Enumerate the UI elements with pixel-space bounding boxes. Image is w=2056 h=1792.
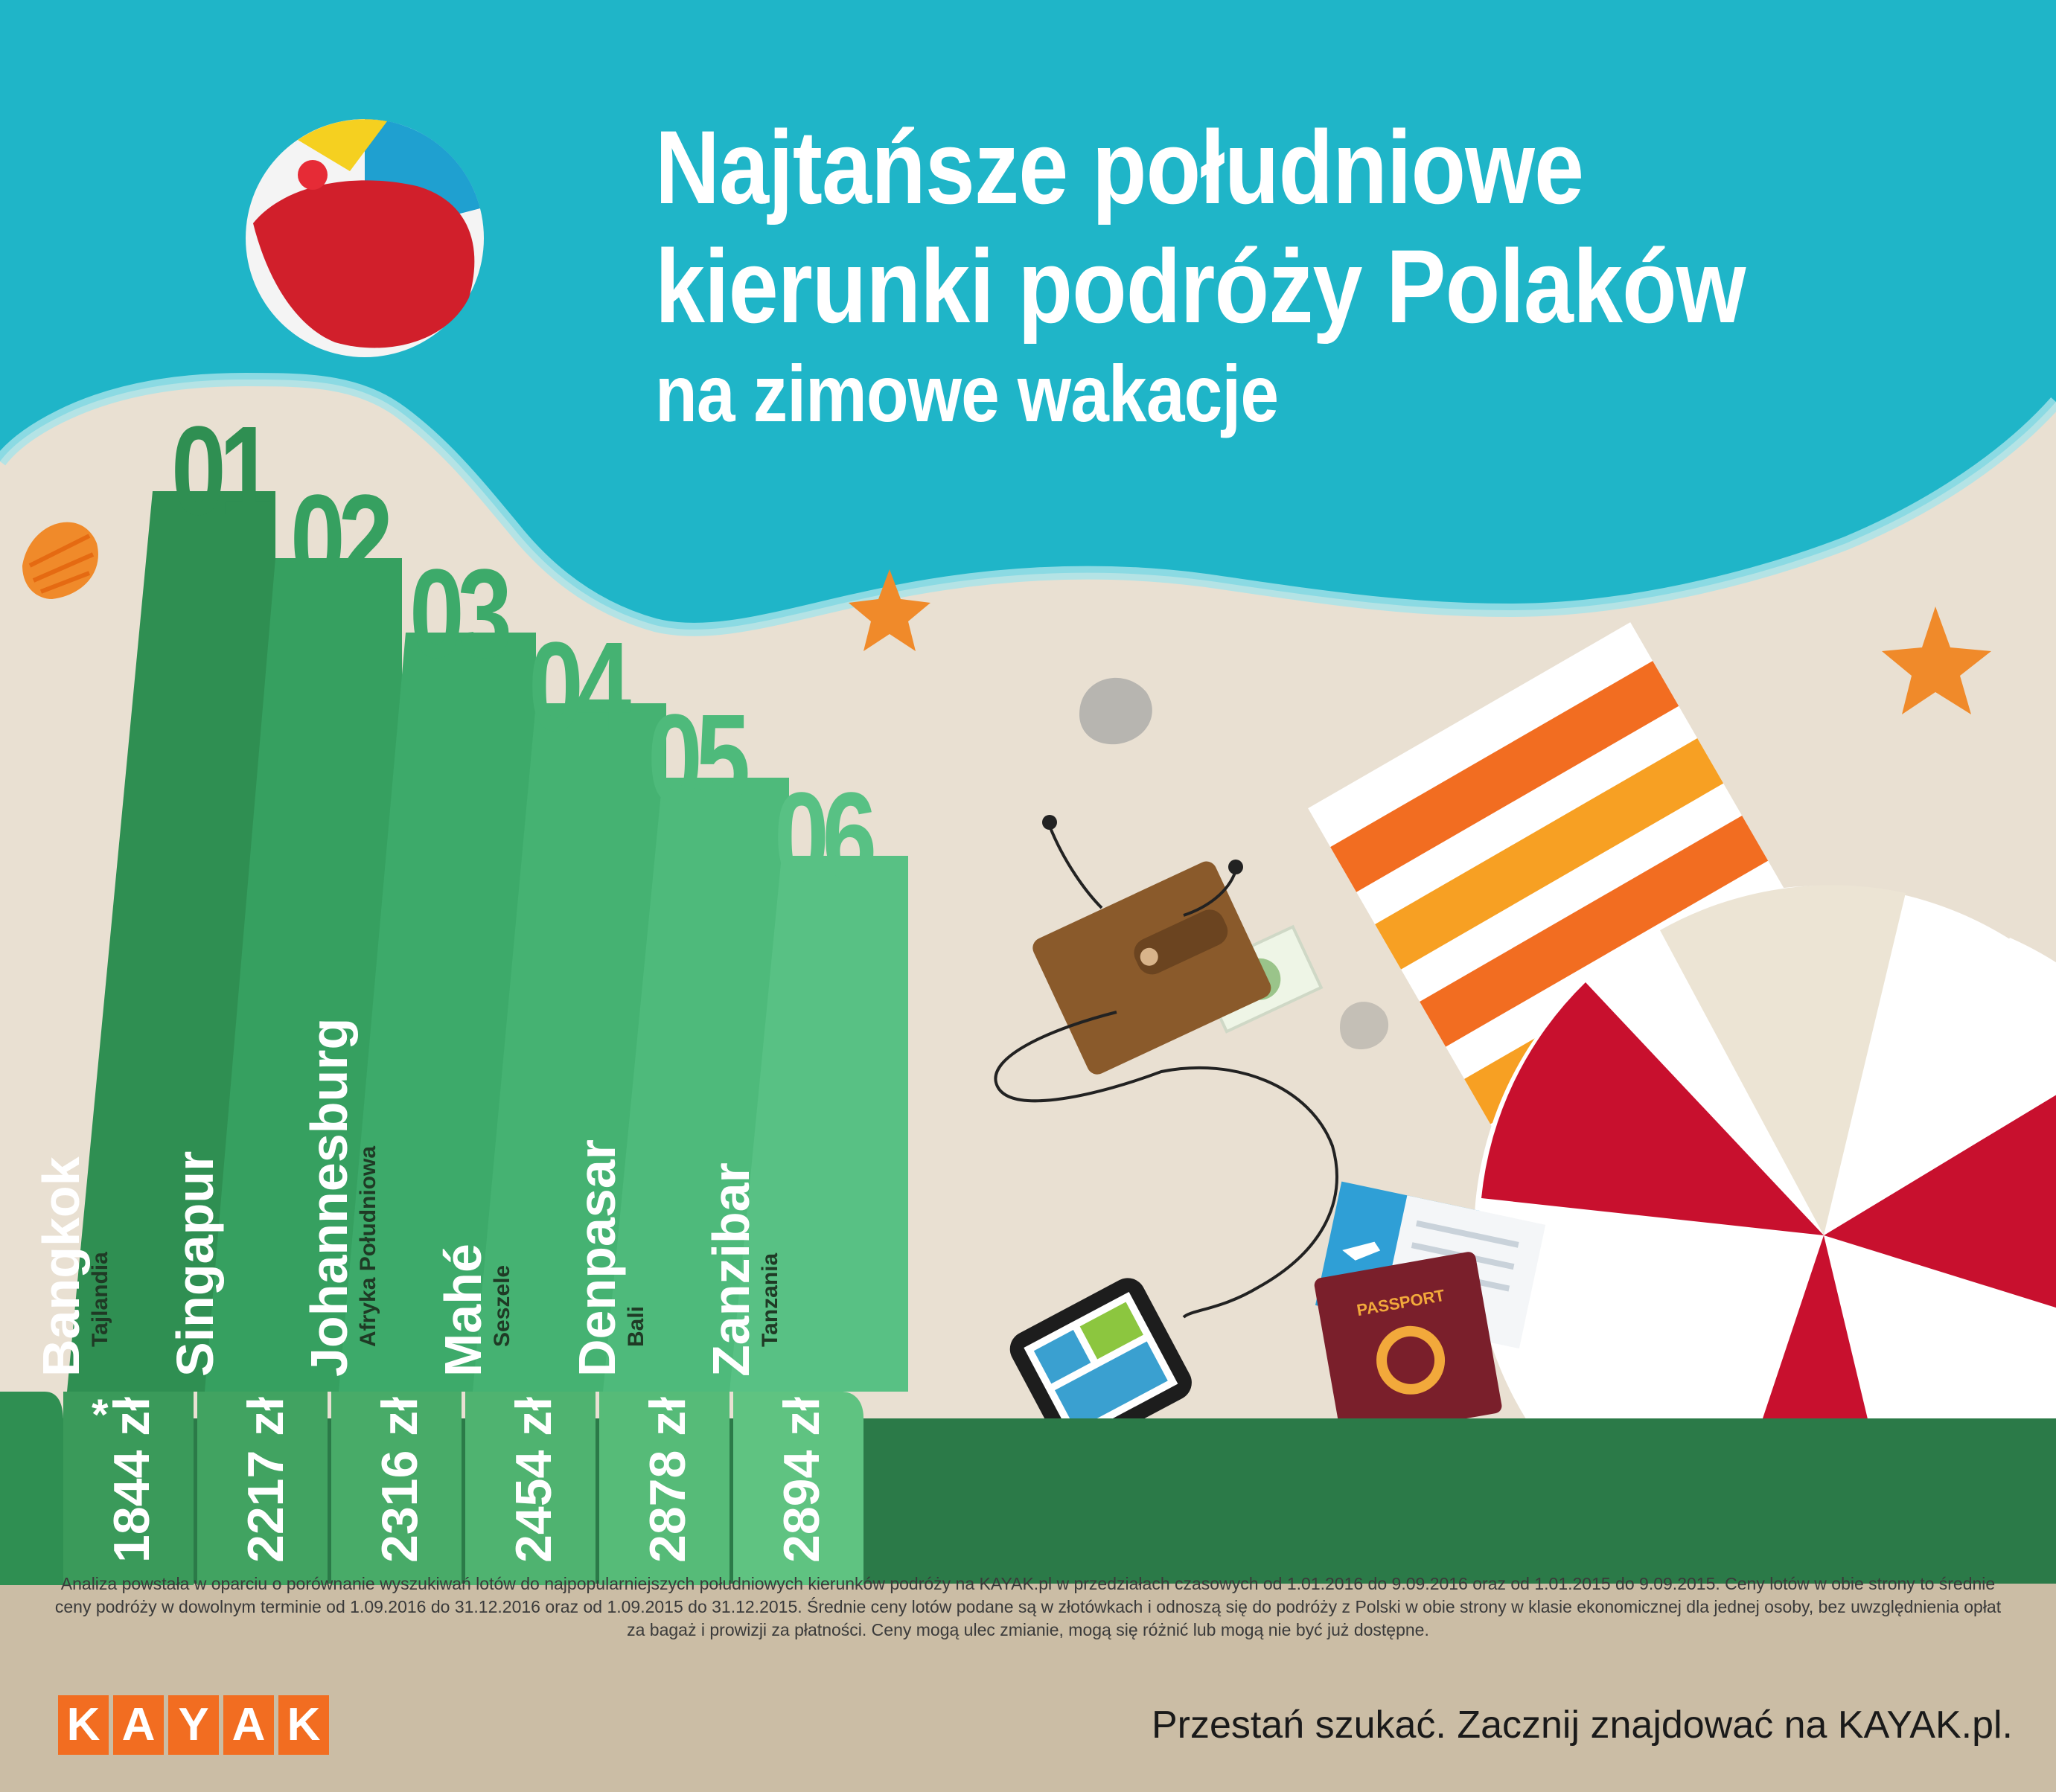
price-tabs (0, 1392, 863, 1585)
country-name: Bali (624, 1305, 648, 1347)
rank-number: 03 (409, 543, 512, 685)
title-line-1: Najtańsze południowe (655, 109, 1584, 225)
wallet-icon (1032, 861, 1324, 1075)
city-name: Denpasar (568, 1139, 626, 1377)
destination-label: Singapur (166, 1151, 224, 1377)
logo-letter: A (223, 1695, 274, 1755)
destination-label: Johannesburg Afryka Południowa (300, 1017, 380, 1377)
city-name: Johannesburg (300, 1017, 358, 1377)
logo-letter: Y (168, 1695, 219, 1755)
rank-number: 05 (648, 688, 750, 830)
destination-label: Bangkok Tajlandia (32, 1156, 112, 1377)
tagline: Przestań szukać. Zacznij znajdować na KA… (1151, 1703, 2013, 1747)
city-name: Zanzibar (702, 1162, 760, 1377)
price-label: 1844 zł (103, 1396, 160, 1563)
title-line-2: kierunki podróży Polaków (655, 228, 1746, 345)
country-name: Tajlandia (88, 1252, 112, 1347)
title-line-3: na zimowe wakacje (655, 348, 1279, 438)
page-title: Najtańsze południowe kierunki podróży Po… (655, 108, 1923, 441)
passport-icon (1314, 1252, 1502, 1439)
city-name: Bangkok (32, 1156, 90, 1377)
country-name: Tanzania (758, 1252, 782, 1347)
logo-letter: K (58, 1695, 109, 1755)
price-label: 2894 zł (773, 1396, 830, 1563)
rank-number: 06 (774, 767, 877, 908)
price-label: 2878 zł (639, 1396, 696, 1563)
earphones-icon (994, 825, 1338, 1319)
country-name: Afryka Południowa (356, 1145, 380, 1347)
kayak-logo[interactable]: K A Y A K (58, 1695, 329, 1755)
city-name: Mahé (434, 1244, 492, 1377)
destination-label: Denpasar Bali (568, 1139, 648, 1377)
city-name: Singapur (166, 1151, 224, 1377)
rank-number: 02 (290, 469, 393, 610)
beach-umbrella (1474, 885, 2056, 1588)
rank-number: 04 (529, 616, 631, 758)
seashell-icon (22, 522, 98, 599)
sea (0, 0, 2056, 630)
destination-label: Zanzibar Tanzania (702, 1162, 782, 1377)
starfish-icon (849, 569, 930, 651)
beach-ball-icon (246, 118, 484, 357)
destination-label: Mahé Seszele (434, 1244, 514, 1377)
starfish-icon (1882, 607, 1991, 714)
logo-letter: A (113, 1695, 164, 1755)
price-label: 2454 zł (505, 1396, 562, 1563)
price-label: 2217 zł (237, 1396, 294, 1563)
price-footnote-marker: * (92, 1391, 109, 1439)
smartphone-icon (1009, 1278, 1192, 1454)
disclaimer-text: Analiza powstała w oparciu o porównanie … (54, 1574, 2002, 1639)
ranking-strips (67, 491, 908, 1392)
seashell-icon (1079, 677, 1389, 1049)
rank-number: 01 (171, 400, 274, 542)
logo-letter: K (278, 1695, 329, 1755)
price-label: 2316 zł (371, 1396, 428, 1563)
country-name: Seszele (490, 1264, 514, 1347)
